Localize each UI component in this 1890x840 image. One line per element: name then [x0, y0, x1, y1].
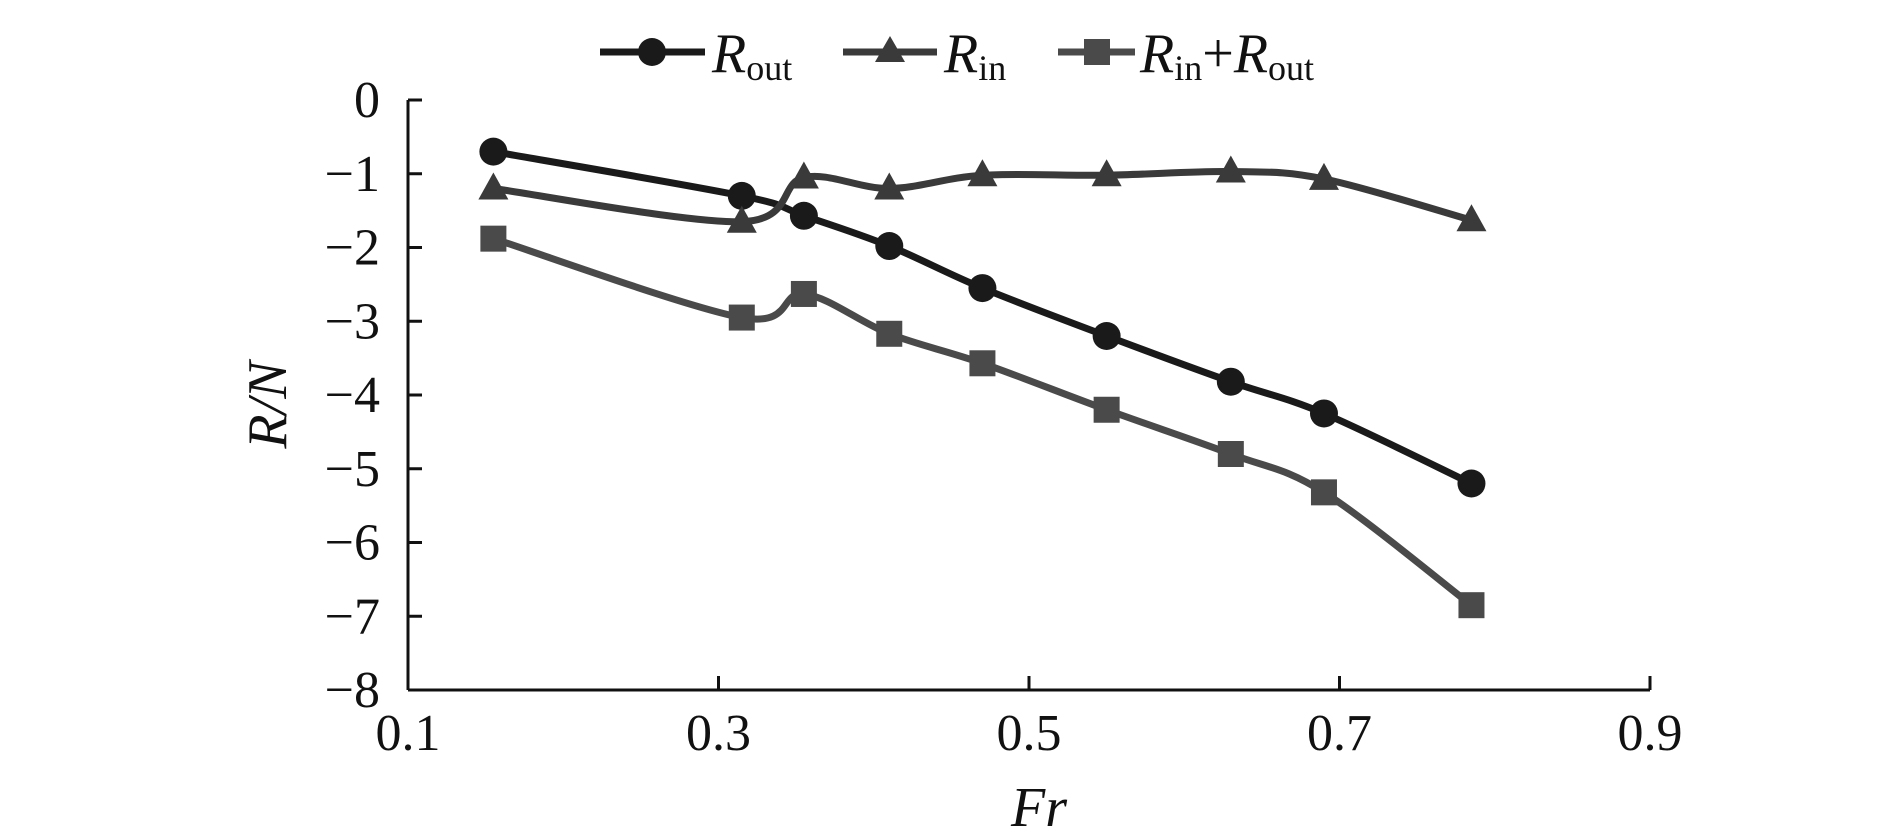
- y-tick-label: 0: [354, 72, 380, 129]
- data-point-r-in: [478, 172, 509, 200]
- x-tick-label: 0.7: [1307, 705, 1372, 762]
- x-tick-label: 0.1: [376, 705, 441, 762]
- data-point-r-in-plus-r-out: [1310, 479, 1337, 506]
- data-point-r-in: [1456, 204, 1487, 232]
- data-point-r-in-plus-r-out: [1458, 592, 1485, 619]
- legend-label-r-in: Rin: [943, 23, 1006, 88]
- legend-label-r-in-sub: in: [978, 48, 1006, 88]
- legend-label-sub-1: in: [1174, 48, 1202, 88]
- y-tick-label: −6: [325, 515, 380, 572]
- y-ticks: 0 −1 −2 −3 −4 −5 −6 −7 −8: [325, 72, 422, 719]
- legend-label-r-in-plus-r-out: Rin+Rout: [1139, 23, 1314, 88]
- y-tick-label: −3: [325, 293, 380, 350]
- legend-item-r-in: Rin: [843, 23, 1006, 88]
- data-point-r-out: [968, 274, 997, 303]
- data-point-r-in: [1308, 162, 1339, 190]
- legend-label-r-in-main: R: [943, 23, 978, 85]
- y-tick-label: −2: [325, 220, 380, 277]
- data-point-r-out: [727, 181, 756, 210]
- series-layer: [478, 137, 1487, 619]
- x-ticks: 0.1 0.3 0.5 0.7 0.9: [376, 676, 1683, 762]
- data-point-r-in-plus-r-out: [1093, 396, 1120, 423]
- legend-marker-r-in-plus-r-out: [1084, 39, 1110, 65]
- x-tick-label: 0.3: [686, 705, 751, 762]
- legend-label-r-out: Rout: [711, 23, 792, 88]
- y-tick-label: −4: [325, 367, 380, 424]
- data-point-r-out: [1092, 322, 1121, 350]
- legend-label-main-1: R: [1139, 23, 1174, 85]
- series-r-out: [479, 137, 1486, 498]
- y-axis-title: R/N: [237, 359, 299, 450]
- y-tick-label: −7: [325, 588, 380, 645]
- data-point-r-out: [789, 201, 818, 230]
- series-r-in: [478, 155, 1487, 233]
- axes: 0.1 0.3 0.5 0.7 0.9 0 −1 −2 −3 −4 −5 −6 −7 −8: [325, 72, 1683, 762]
- y-tick-label: −8: [325, 662, 380, 719]
- data-point-r-out: [1309, 399, 1338, 428]
- data-point-r-in-plus-r-out: [728, 304, 755, 331]
- legend-label-sub-2: out: [1268, 48, 1314, 88]
- x-tick-label: 0.9: [1618, 705, 1683, 762]
- legend-label-r-out-sub: out: [746, 48, 792, 88]
- legend-item-r-out: Rout: [600, 23, 792, 88]
- legend-label-plus: +: [1202, 23, 1234, 85]
- legend-marker-r-in: [875, 36, 905, 62]
- x-tick-label: 0.5: [997, 705, 1062, 762]
- data-point-r-in: [874, 172, 905, 200]
- data-point-r-in-plus-r-out: [790, 280, 817, 307]
- data-point-r-in-plus-r-out: [1217, 441, 1244, 467]
- data-point-r-out: [479, 137, 508, 166]
- data-point-r-in-plus-r-out: [480, 225, 507, 252]
- data-point-r-out: [1216, 367, 1245, 396]
- data-point-r-in: [788, 161, 819, 189]
- data-point-r-in: [1215, 155, 1246, 183]
- series-line-r-out: [489, 148, 1475, 487]
- x-axis-title: Fr: [1010, 777, 1067, 839]
- legend: Rout Rin Rin+Rout: [600, 23, 1314, 88]
- y-tick-label: −1: [325, 146, 380, 203]
- data-point-r-out: [1457, 469, 1486, 498]
- data-point-r-in: [1091, 159, 1122, 187]
- data-point-r-in: [967, 159, 998, 187]
- legend-marker-r-out: [638, 38, 666, 66]
- legend-label-r-out-main: R: [711, 23, 746, 85]
- legend-item-r-in-plus-r-out: Rin+Rout: [1058, 23, 1314, 88]
- series-r-in-plus-r-out: [480, 225, 1485, 619]
- data-point-r-in-plus-r-out: [969, 350, 996, 377]
- legend-label-main-2: R: [1233, 23, 1268, 85]
- data-point-r-in-plus-r-out: [876, 320, 903, 347]
- y-tick-label: −5: [325, 441, 380, 498]
- data-point-r-in: [726, 205, 757, 233]
- data-point-r-out: [875, 232, 904, 261]
